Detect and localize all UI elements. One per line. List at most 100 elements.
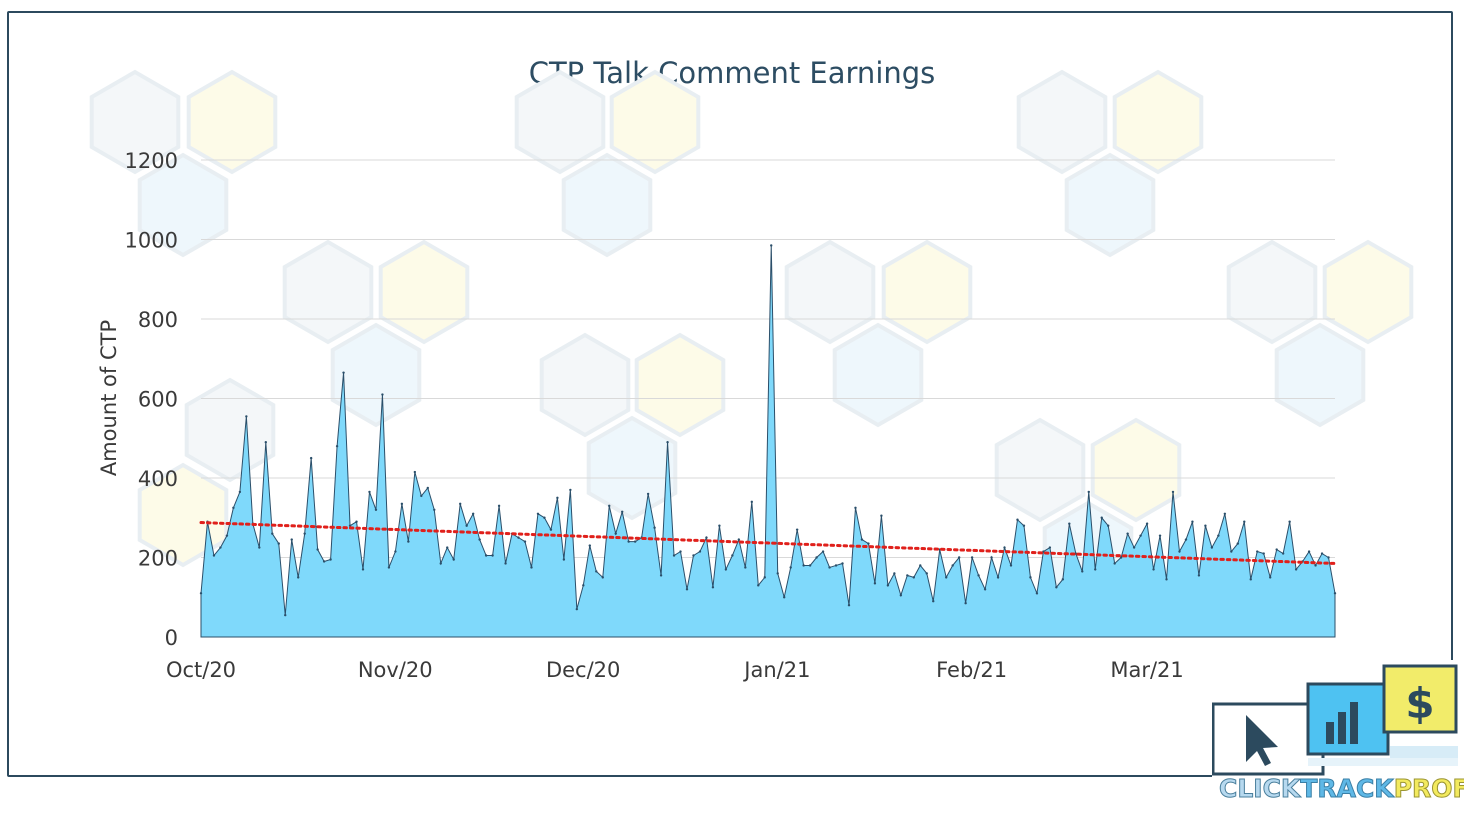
- data-point: [335, 445, 339, 448]
- watermark-hexagon: [1274, 322, 1366, 428]
- watermark-hexagon: [881, 239, 973, 345]
- watermark-hexagon: [137, 152, 229, 258]
- data-point: [1204, 524, 1207, 527]
- data-point: [1256, 550, 1259, 553]
- watermark-hexagon: [1226, 239, 1318, 345]
- data-point: [621, 510, 624, 513]
- data-point: [627, 540, 630, 543]
- logo-ribbon: [1390, 746, 1458, 760]
- data-point: [893, 572, 896, 575]
- watermark-hexagon: [1090, 417, 1182, 523]
- data-point: [1314, 564, 1317, 567]
- data-point: [426, 486, 429, 490]
- data-point: [906, 574, 909, 577]
- data-point: [873, 582, 877, 585]
- data-point: [309, 456, 313, 460]
- logo-word-profit: PROFIT: [1393, 774, 1464, 804]
- data-point: [199, 592, 203, 595]
- trendline: [199, 521, 1337, 565]
- logo: $: [1211, 660, 1464, 811]
- data-point: [277, 542, 280, 545]
- x-tick-label: Oct/20: [166, 658, 236, 682]
- data-point: [679, 550, 682, 553]
- x-tick-label: Mar/21: [1110, 658, 1183, 682]
- y-tick-label: 600: [138, 388, 178, 412]
- data-point: [497, 504, 501, 508]
- data-point: [601, 576, 604, 579]
- data-point: [439, 562, 442, 565]
- data-point: [854, 506, 857, 510]
- data-point: [459, 502, 462, 506]
- data-point: [543, 516, 546, 519]
- data-point: [1068, 522, 1071, 525]
- data-point: [1275, 548, 1278, 551]
- logo-ribbon-2: [1308, 758, 1458, 766]
- data-point: [212, 554, 216, 557]
- data-point: [899, 594, 903, 597]
- watermark-hexagon: [561, 152, 653, 258]
- watermark-hexagon: [186, 69, 278, 175]
- data-point: [1126, 532, 1129, 535]
- data-point: [290, 538, 293, 541]
- data-point: [860, 538, 864, 541]
- data-point: [698, 550, 702, 553]
- data-point: [517, 536, 520, 539]
- y-tick-label: 400: [138, 467, 178, 491]
- data-point: [996, 576, 1000, 579]
- data-point: [659, 574, 663, 577]
- data-point: [1269, 576, 1272, 579]
- data-point: [1197, 574, 1201, 577]
- data-point: [1288, 520, 1291, 523]
- data-point: [841, 562, 844, 565]
- logo-graphic: $: [1211, 664, 1458, 776]
- data-point: [1236, 542, 1240, 545]
- data-point: [374, 508, 378, 511]
- data-point: [789, 566, 792, 569]
- watermark-hexagon: [514, 69, 606, 175]
- logo-wordmark: CLICKTRACKPROFIT: [1218, 774, 1464, 804]
- data-point: [1132, 546, 1136, 549]
- data-point: [1223, 512, 1227, 515]
- data-point: [452, 558, 455, 561]
- data-point: [523, 540, 527, 543]
- data-point: [238, 490, 242, 494]
- watermark-hexagon: [89, 69, 181, 175]
- data-point: [1139, 534, 1142, 537]
- data-point: [297, 576, 300, 579]
- data-point: [1152, 568, 1155, 571]
- data-point: [770, 244, 773, 247]
- data-point: [776, 572, 779, 575]
- data-point: [880, 514, 883, 517]
- data-point: [828, 566, 831, 569]
- data-point: [1100, 516, 1103, 519]
- data-point: [711, 586, 715, 589]
- data-point: [484, 554, 488, 557]
- data-point: [763, 576, 766, 579]
- data-point: [595, 570, 598, 573]
- data-point: [381, 393, 384, 396]
- data-point: [1230, 550, 1233, 553]
- data-point: [478, 538, 481, 541]
- data-point: [588, 544, 591, 547]
- data-point: [348, 524, 352, 527]
- data-point: [1029, 576, 1032, 579]
- data-point: [1119, 556, 1123, 559]
- data-point: [1333, 592, 1337, 595]
- chart-title: CTP Talk Comment Earnings: [528, 56, 936, 90]
- data-point: [808, 564, 812, 567]
- y-axis-label: Amount of CTP: [97, 320, 121, 476]
- data-point: [1113, 562, 1116, 565]
- data-point: [970, 556, 974, 559]
- chart-frame: [7, 11, 1453, 777]
- data-point: [303, 532, 306, 535]
- data-point: [633, 540, 637, 543]
- data-point: [1210, 546, 1214, 549]
- data-point: [1178, 550, 1181, 553]
- data-point: [361, 568, 365, 571]
- data-point: [983, 588, 987, 591]
- data-point: [284, 613, 287, 617]
- x-tick-label: Nov/20: [358, 658, 433, 682]
- data-point: [1081, 570, 1084, 573]
- data-point: [536, 512, 540, 515]
